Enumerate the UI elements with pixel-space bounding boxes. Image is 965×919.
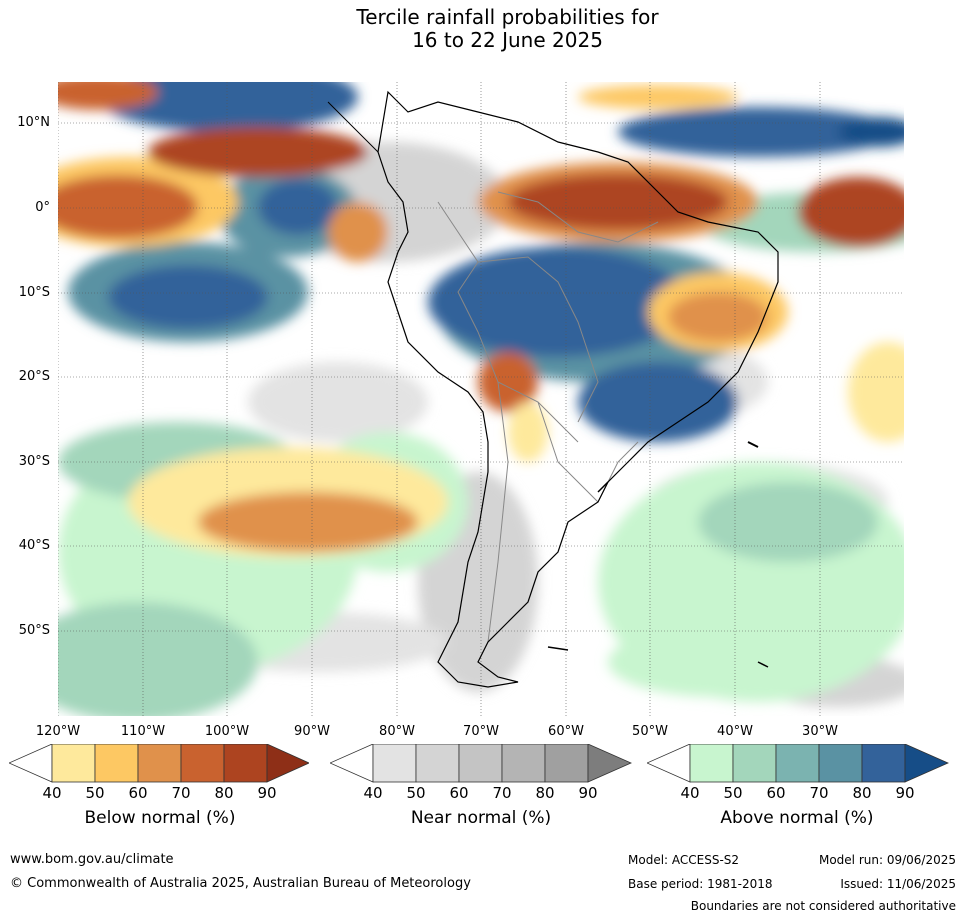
map-title-line-1: Tercile rainfall probabilities for xyxy=(356,5,659,29)
south-america-coastline xyxy=(377,90,779,688)
lon-label-100w: 100°W xyxy=(204,724,250,739)
lat-label-10s: 10°S xyxy=(18,285,50,300)
near-tick-60: 60 xyxy=(449,784,469,802)
near-tick-50: 50 xyxy=(406,784,426,802)
issued-text: Issued: 11/06/2025 xyxy=(840,877,956,891)
above-normal-colorbar-min-triangle xyxy=(647,744,691,783)
lat-label-50s: 50°S xyxy=(18,623,50,638)
lon-label-120w: 120°W xyxy=(35,724,81,739)
below-normal-colorbar-bin xyxy=(51,744,96,783)
below-tick-70: 70 xyxy=(171,784,191,802)
near-normal-colorbar-bin xyxy=(501,744,546,783)
below-normal-colorbar-bin xyxy=(137,744,182,783)
near-normal-colorbar-bin xyxy=(372,744,417,783)
below-tick-90: 90 xyxy=(257,784,277,802)
near-tick-40: 40 xyxy=(363,784,383,802)
copyright-text: © Commonwealth of Australia 2025, Austra… xyxy=(10,876,471,891)
above-normal-colorbar-bin xyxy=(775,744,820,783)
below-normal-colorbar-bin xyxy=(223,744,268,783)
disclaimer-text: Boundaries are not considered authoritat… xyxy=(690,899,956,913)
above-tick-50: 50 xyxy=(723,784,743,802)
lon-label-30w: 30°W xyxy=(802,724,838,739)
lon-label-80w: 80°W xyxy=(379,724,415,739)
above-normal-colorbar xyxy=(647,744,949,783)
near-normal-colorbar-bin xyxy=(415,744,460,783)
near-tick-80: 80 xyxy=(535,784,555,802)
website-link[interactable]: www.bom.gov.au/climate xyxy=(10,852,174,867)
below-normal-colorbar-min-triangle xyxy=(9,744,53,783)
lat-label-40s: 40°S xyxy=(18,538,50,553)
above-tick-70: 70 xyxy=(809,784,829,802)
below-tick-50: 50 xyxy=(85,784,105,802)
lon-label-90w: 90°W xyxy=(294,724,330,739)
near-normal-colorbar-title: Near normal (%) xyxy=(410,808,552,828)
near-normal-colorbar-max-triangle xyxy=(587,744,632,783)
near-normal-colorbar-min-triangle xyxy=(330,744,374,783)
lat-label-0: 0° xyxy=(35,200,50,215)
above-normal-colorbar-bin xyxy=(818,744,863,783)
above-normal-colorbar-bin xyxy=(732,744,777,783)
above-tick-90: 90 xyxy=(895,784,915,802)
above-normal-colorbar-title: Above normal (%) xyxy=(720,808,874,828)
lat-label-30s: 30°S xyxy=(18,454,50,469)
map-title-line-2: 16 to 22 June 2025 xyxy=(412,28,603,52)
near-normal-colorbar-bin xyxy=(544,744,589,783)
below-normal-colorbar-max-triangle xyxy=(266,744,309,783)
below-normal-colorbar-bin xyxy=(180,744,225,783)
lon-label-50w: 50°W xyxy=(632,724,668,739)
model-run-text: Model run: 09/06/2025 xyxy=(818,853,956,867)
lon-label-60w: 60°W xyxy=(548,724,584,739)
near-tick-90: 90 xyxy=(578,784,598,802)
below-normal-colorbar xyxy=(9,744,309,783)
lon-label-40w: 40°W xyxy=(717,724,753,739)
lon-label-110w: 110°W xyxy=(120,724,166,739)
base-period-text: Base period: 1981-2018 xyxy=(628,877,773,891)
model-text: Model: ACCESS-S2 xyxy=(628,853,740,867)
lon-label-70w: 70°W xyxy=(463,724,499,739)
above-tick-80: 80 xyxy=(852,784,872,802)
near-tick-70: 70 xyxy=(492,784,512,802)
below-normal-colorbar-title: Below normal (%) xyxy=(84,808,236,828)
below-tick-80: 80 xyxy=(214,784,234,802)
above-normal-colorbar-bin xyxy=(861,744,906,783)
near-normal-colorbar-bin xyxy=(458,744,503,783)
above-normal-colorbar-bin xyxy=(689,744,734,783)
below-tick-60: 60 xyxy=(128,784,148,802)
lat-label-20s: 20°S xyxy=(18,369,50,384)
lat-label-10n: 10°N xyxy=(17,115,50,130)
above-tick-60: 60 xyxy=(766,784,786,802)
near-normal-colorbar xyxy=(330,744,632,783)
below-normal-colorbar-bin xyxy=(94,744,139,783)
above-normal-colorbar-max-triangle xyxy=(904,744,949,783)
below-tick-40: 40 xyxy=(42,784,62,802)
above-tick-40: 40 xyxy=(680,784,700,802)
rainfall-probability-map xyxy=(58,82,904,716)
